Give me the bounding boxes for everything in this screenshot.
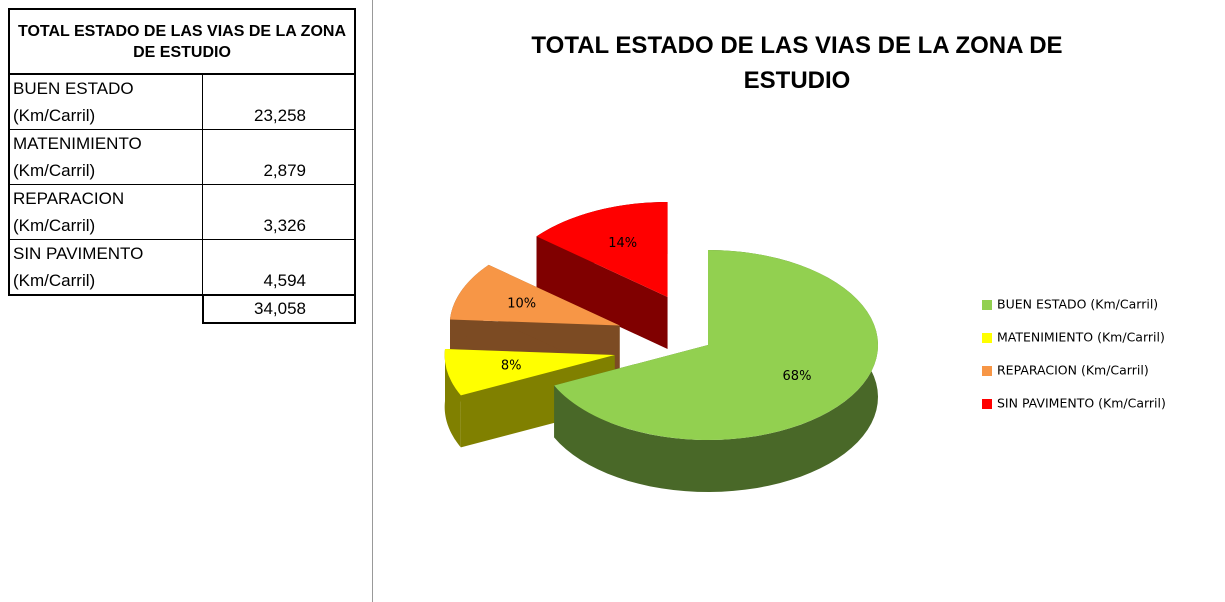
row-label: REPARACION (Km/Carril) xyxy=(8,184,203,240)
legend-swatch xyxy=(982,366,992,376)
total-row: 34,058 xyxy=(9,294,356,324)
row-label: SIN PAVIMENTO (Km/Carril) xyxy=(8,239,203,296)
row-value: 3,326 xyxy=(202,184,356,240)
slice xyxy=(536,201,668,297)
row-value: 2,879 xyxy=(202,129,356,185)
legend-label: MATENIMIENTO (Km/Carril) xyxy=(997,330,1165,345)
label-line: (Km/Carril) xyxy=(13,216,96,235)
slice xyxy=(554,250,878,441)
slice xyxy=(450,264,620,326)
label-line: (Km/Carril) xyxy=(13,106,96,125)
row-label: MATENIMIENTO (Km/Carril) xyxy=(8,129,203,185)
legend-swatch xyxy=(982,333,992,343)
total-value: 34,058 xyxy=(201,294,356,324)
chart-title: TOTAL ESTADO DE LAS VIAS DE LA ZONA DE E… xyxy=(531,32,1063,94)
legend-label: BUEN ESTADO (Km/Carril) xyxy=(997,297,1158,312)
label-line: REPARACION xyxy=(13,189,125,208)
legend-label: REPARACION (Km/Carril) xyxy=(997,363,1149,378)
legend-label: SIN PAVIMENTO (Km/Carril) xyxy=(997,396,1166,411)
table-row: MATENIMIENTO (Km/Carril) 2,879 xyxy=(8,129,356,185)
label-line: BUEN ESTADO xyxy=(13,79,134,98)
label-line: SIN PAVIMENTO xyxy=(13,244,144,263)
data-table: TOTAL ESTADO DE LAS VIAS DE LA ZONA DE E… xyxy=(8,8,356,324)
legend-swatch xyxy=(982,300,992,310)
data-label: 68% xyxy=(783,369,812,384)
table-row: REPARACION (Km/Carril) 3,326 xyxy=(8,184,356,240)
data-label: 8% xyxy=(501,358,522,373)
label-line: (Km/Carril) xyxy=(13,271,96,290)
row-value: 23,258 xyxy=(202,73,356,130)
data-label: 10% xyxy=(507,296,536,311)
slice xyxy=(444,348,615,396)
table-row: BUEN ESTADO (Km/Carril) 23,258 xyxy=(8,73,356,130)
label-line: (Km/Carril) xyxy=(13,161,96,180)
row-value: 4,594 xyxy=(202,239,356,296)
legend-swatch xyxy=(982,399,992,409)
table-row: SIN PAVIMENTO (Km/Carril) 4,594 xyxy=(8,239,356,296)
row-label: BUEN ESTADO (Km/Carril) xyxy=(8,73,203,130)
data-label: 14% xyxy=(608,236,637,251)
slice-wall xyxy=(444,348,461,448)
table-title: TOTAL ESTADO DE LAS VIAS DE LA ZONA DE E… xyxy=(8,8,356,75)
label-line: MATENIMIENTO xyxy=(13,134,142,153)
divider xyxy=(372,0,373,602)
